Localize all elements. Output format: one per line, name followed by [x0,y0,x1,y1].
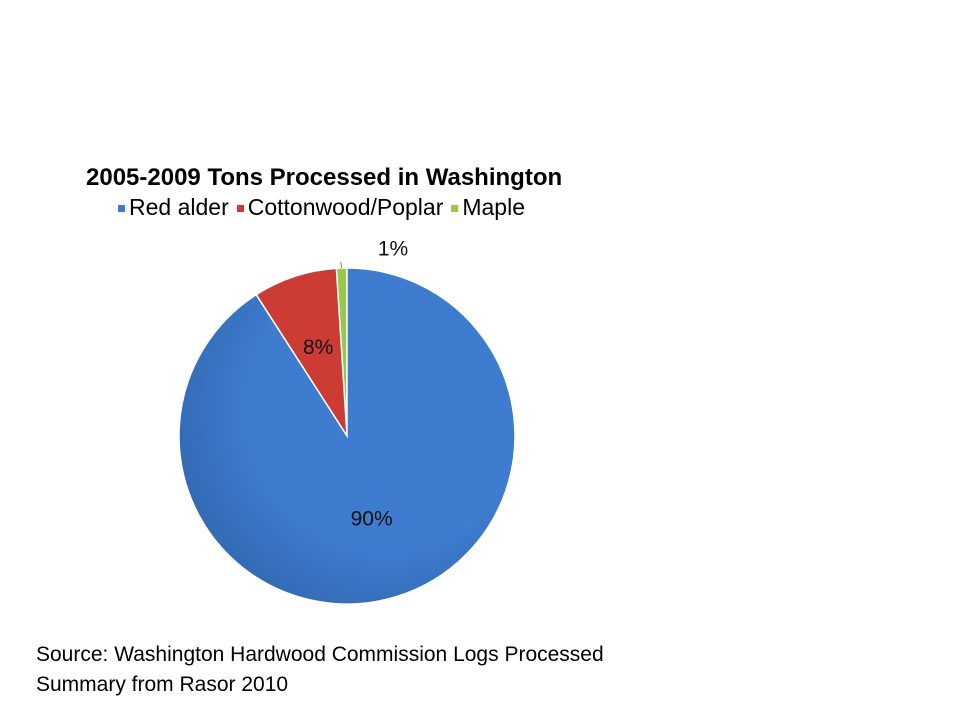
source-note: Source: Washington Hardwood Commission L… [36,640,656,700]
legend-item-cottonwood-poplar: Cottonwood/Poplar [236,194,444,221]
data-label-red-alder: 90% [351,507,393,530]
legend-swatch-cottonwood-poplar [236,205,244,212]
chart-title: 2005-2009 Tons Processed in Washington [86,164,563,191]
legend-item-maple: Maple [451,194,525,221]
legend-label-red-alder: Red alder [129,194,229,220]
data-label-cottonwood-poplar: 8% [303,336,333,359]
legend-swatch-red-alder [118,205,125,212]
source-line-2: Summary from Rasor 2010 [36,673,289,696]
legend-swatch-maple [451,205,459,212]
chart-legend: Red alder Cottonwood/Poplar Maple [118,194,525,221]
source-line-1: Source: Washington Hardwood Commission L… [36,643,604,666]
pie-slice-red-alder [178,267,516,605]
legend-item-red-alder: Red alder [118,194,229,221]
legend-label-cottonwood-poplar: Cottonwood/Poplar [247,194,444,220]
data-label-leader-maple [340,262,343,269]
legend-label-maple: Maple [462,194,526,220]
data-label-maple: 1% [378,238,408,261]
